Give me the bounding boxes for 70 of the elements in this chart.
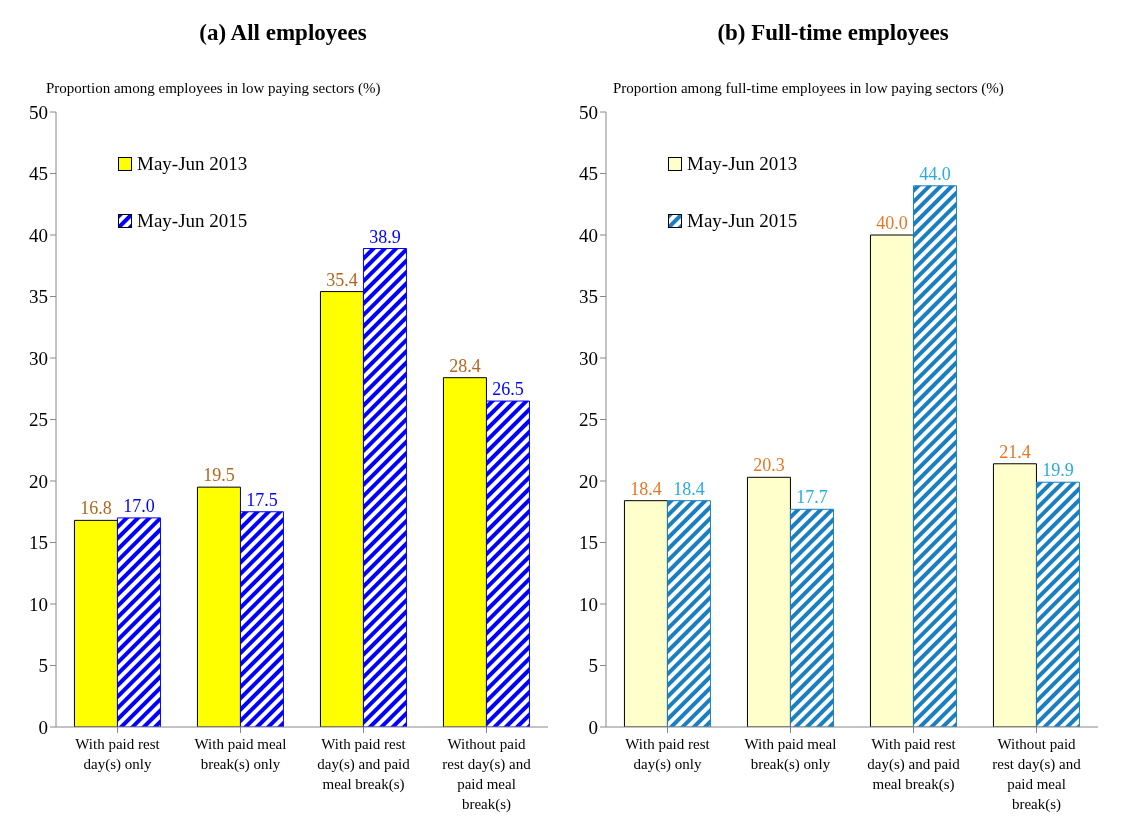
bar <box>319 291 364 727</box>
y-tick-label: 45 <box>579 163 598 185</box>
data-label: 40.0 <box>876 213 908 233</box>
y-tick-label: 20 <box>579 470 598 492</box>
bar <box>73 519 118 727</box>
bar <box>789 508 834 727</box>
y-tick-label: 10 <box>29 593 48 615</box>
data-label: 21.4 <box>999 441 1031 462</box>
y-tick-label: 20 <box>29 470 48 492</box>
x-tick-label: With paid meal break(s) only <box>744 736 837 773</box>
x-tick-label: With paid rest day(s) only <box>75 736 161 773</box>
legend-label: May-Jun 2013 <box>687 153 798 175</box>
bar <box>746 476 791 727</box>
y-tick-label: 40 <box>579 224 598 246</box>
y-tick-label: 15 <box>579 532 598 554</box>
data-label: 18.4 <box>673 478 705 499</box>
x-tick-label: Without paid rest day(s) and paid meal break(s) <box>992 736 1082 813</box>
legend-label: May-Jun 2013 <box>137 153 248 175</box>
data-label: 19.9 <box>1042 460 1074 481</box>
data-label: 26.5 <box>492 379 524 400</box>
data-label: 28.4 <box>449 355 481 376</box>
bar <box>239 511 284 727</box>
bar <box>666 500 711 727</box>
y-tick-label: 50 <box>29 101 48 123</box>
bar <box>992 463 1037 727</box>
y-tick-label: 0 <box>38 716 48 738</box>
y-axis-title: Proportion among full-time employees in low paying sectors (%) <box>613 80 1005 98</box>
legend-label: May-Jun 2015 <box>137 210 248 232</box>
y-tick-label: 35 <box>579 286 598 308</box>
data-label: 16.8 <box>80 498 112 519</box>
y-tick-label: 5 <box>38 655 48 677</box>
bar <box>442 377 487 727</box>
y-tick-label: 0 <box>588 716 598 738</box>
legend-label: May-Jun 2015 <box>687 210 798 232</box>
data-label: 44.0 <box>919 163 951 184</box>
chart-title: (a) All employees <box>198 20 368 47</box>
bar <box>1035 481 1080 727</box>
bar <box>196 486 241 727</box>
bar <box>623 500 668 727</box>
y-tick-label: 15 <box>29 532 48 554</box>
bar <box>869 234 914 727</box>
y-tick-label: 25 <box>579 409 598 431</box>
data-label: 19.5 <box>203 465 235 486</box>
bar <box>912 185 957 727</box>
data-label: 35.4 <box>326 269 358 290</box>
bar <box>485 400 530 727</box>
y-axis-title: Proportion among employees in low paying sectors (%) <box>46 80 382 98</box>
data-label: 17.5 <box>246 489 278 510</box>
y-tick-label: 40 <box>29 224 48 246</box>
x-tick-label: With paid rest day(s) and paid meal break(s) <box>867 736 961 793</box>
y-tick-label: 25 <box>29 409 48 431</box>
x-tick-label: Without paid rest day(s) and paid meal break(s) <box>442 736 532 813</box>
x-tick-label: With paid meal break(s) only <box>194 736 287 773</box>
y-tick-label: 30 <box>29 347 48 369</box>
y-tick-label: 30 <box>579 347 598 369</box>
data-label: 17.0 <box>123 495 155 516</box>
data-label: 18.4 <box>630 478 662 499</box>
y-tick-label: 45 <box>29 163 48 185</box>
chart-title: (b) Full-time employees <box>716 20 950 47</box>
bar <box>116 517 161 727</box>
data-label: 17.7 <box>796 487 828 508</box>
y-tick-label: 5 <box>588 655 598 677</box>
data-label: 20.3 <box>753 455 785 476</box>
y-tick-label: 35 <box>29 286 48 308</box>
x-tick-label: With paid rest day(s) only <box>625 736 711 773</box>
x-tick-label: With paid rest day(s) and paid meal break(s) <box>317 736 411 793</box>
y-tick-label: 50 <box>579 101 598 123</box>
y-tick-label: 10 <box>579 593 598 615</box>
data-label: 38.9 <box>369 226 401 247</box>
bar <box>362 248 407 727</box>
